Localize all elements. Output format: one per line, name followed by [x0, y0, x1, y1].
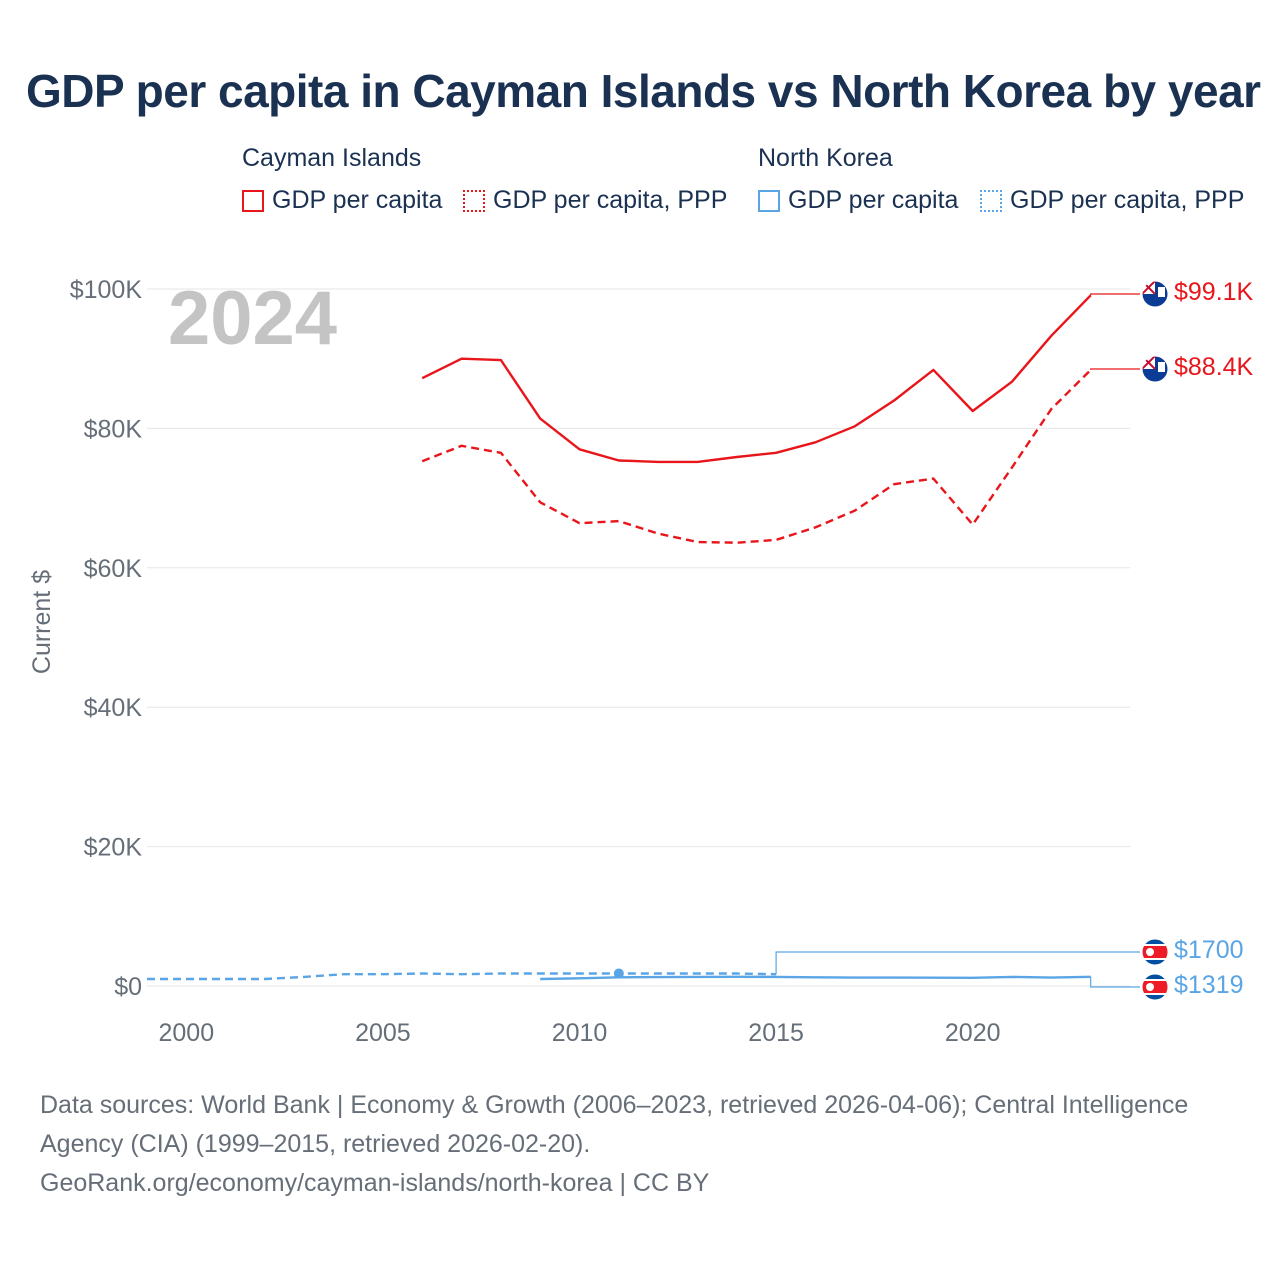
legend-swatch-cayman-gdp	[242, 189, 264, 212]
connector-2	[1090, 976, 1140, 988]
connector-3	[775, 951, 1140, 975]
x-tick-label: 2020	[945, 1019, 1001, 1047]
north-korea-flag-icon	[1141, 938, 1169, 966]
y-tick-label: $20K	[84, 834, 143, 862]
end-label-nk-gdp: $1319	[1174, 971, 1244, 999]
end-label-connectors	[775, 293, 1140, 988]
legend-group-cayman: Cayman Islands	[242, 144, 422, 172]
series-line-2	[540, 975, 1091, 981]
y-tick-label: $100K	[70, 276, 143, 304]
legend-item-nk-gdp[interactable]: GDP per capita	[758, 186, 958, 215]
x-tick-label: 2000	[159, 1019, 215, 1047]
data-sources: Data sources: World Bank | Economy & Gro…	[40, 1091, 1189, 1158]
y-axis: $0 $20K $40K $60K $80K $100K	[70, 276, 143, 1001]
end-label-nk-ppp: $1700	[1174, 936, 1244, 964]
year-label: 2024	[168, 276, 337, 361]
y-tick-label: $40K	[84, 694, 143, 722]
legend-swatch-nk-ppp	[980, 189, 1002, 212]
y-tick-label: $0	[114, 973, 142, 1001]
y-axis-label: Current $	[28, 570, 56, 674]
cayman-flag-icon	[1141, 355, 1169, 383]
x-tick-label: 2010	[552, 1019, 608, 1047]
series-line-1	[421, 369, 1092, 544]
cayman-flag-icon	[1141, 280, 1169, 308]
chart-title: GDP per capita in Cayman Islands vs Nort…	[26, 65, 1261, 117]
x-tick-label: 2005	[355, 1019, 411, 1047]
footer: Data sources: World Bank | Economy & Gro…	[40, 1086, 1250, 1203]
x-axis: 2000 2005 2010 2015 2020	[159, 1019, 1001, 1047]
gridlines	[147, 288, 1130, 987]
series-line-3	[147, 972, 777, 981]
end-label-cayman-gdp: $99.1K	[1174, 278, 1254, 306]
line-chart: $0 $20K $40K $60K $80K $100K 2000 2005 2010 2015…	[28, 276, 1254, 1047]
series-line-0	[421, 294, 1092, 464]
legend-item-cayman-gdp[interactable]: GDP per capita	[242, 186, 442, 215]
legend-group-north-korea: North Korea	[758, 144, 893, 172]
legend-label-nk-ppp: GDP per capita, PPP	[1010, 186, 1245, 214]
legend-swatch-cayman-ppp	[463, 189, 485, 212]
end-label-cayman-ppp: $88.4K	[1174, 353, 1254, 381]
connector-0	[1090, 293, 1140, 296]
legend-item-nk-ppp[interactable]: GDP per capita, PPP	[980, 186, 1244, 215]
connector-1	[1090, 368, 1140, 370]
north-korea-flag-icon	[1141, 973, 1169, 1001]
legend-swatch-nk-gdp	[758, 189, 780, 212]
y-tick-label: $80K	[84, 415, 143, 443]
x-tick-label: 2015	[748, 1019, 804, 1047]
legend-label-nk-gdp: GDP per capita	[788, 186, 959, 214]
source-url: GeoRank.org/economy/cayman-islands/north…	[40, 1169, 710, 1197]
legend-label-cayman-ppp: GDP per capita, PPP	[493, 186, 728, 214]
series-layer	[147, 294, 1092, 981]
series-marker-3	[613, 968, 624, 979]
legend-label-cayman-gdp: GDP per capita	[272, 186, 443, 214]
y-tick-label: $60K	[84, 555, 143, 583]
legend-item-cayman-ppp[interactable]: GDP per capita, PPP	[463, 186, 727, 215]
